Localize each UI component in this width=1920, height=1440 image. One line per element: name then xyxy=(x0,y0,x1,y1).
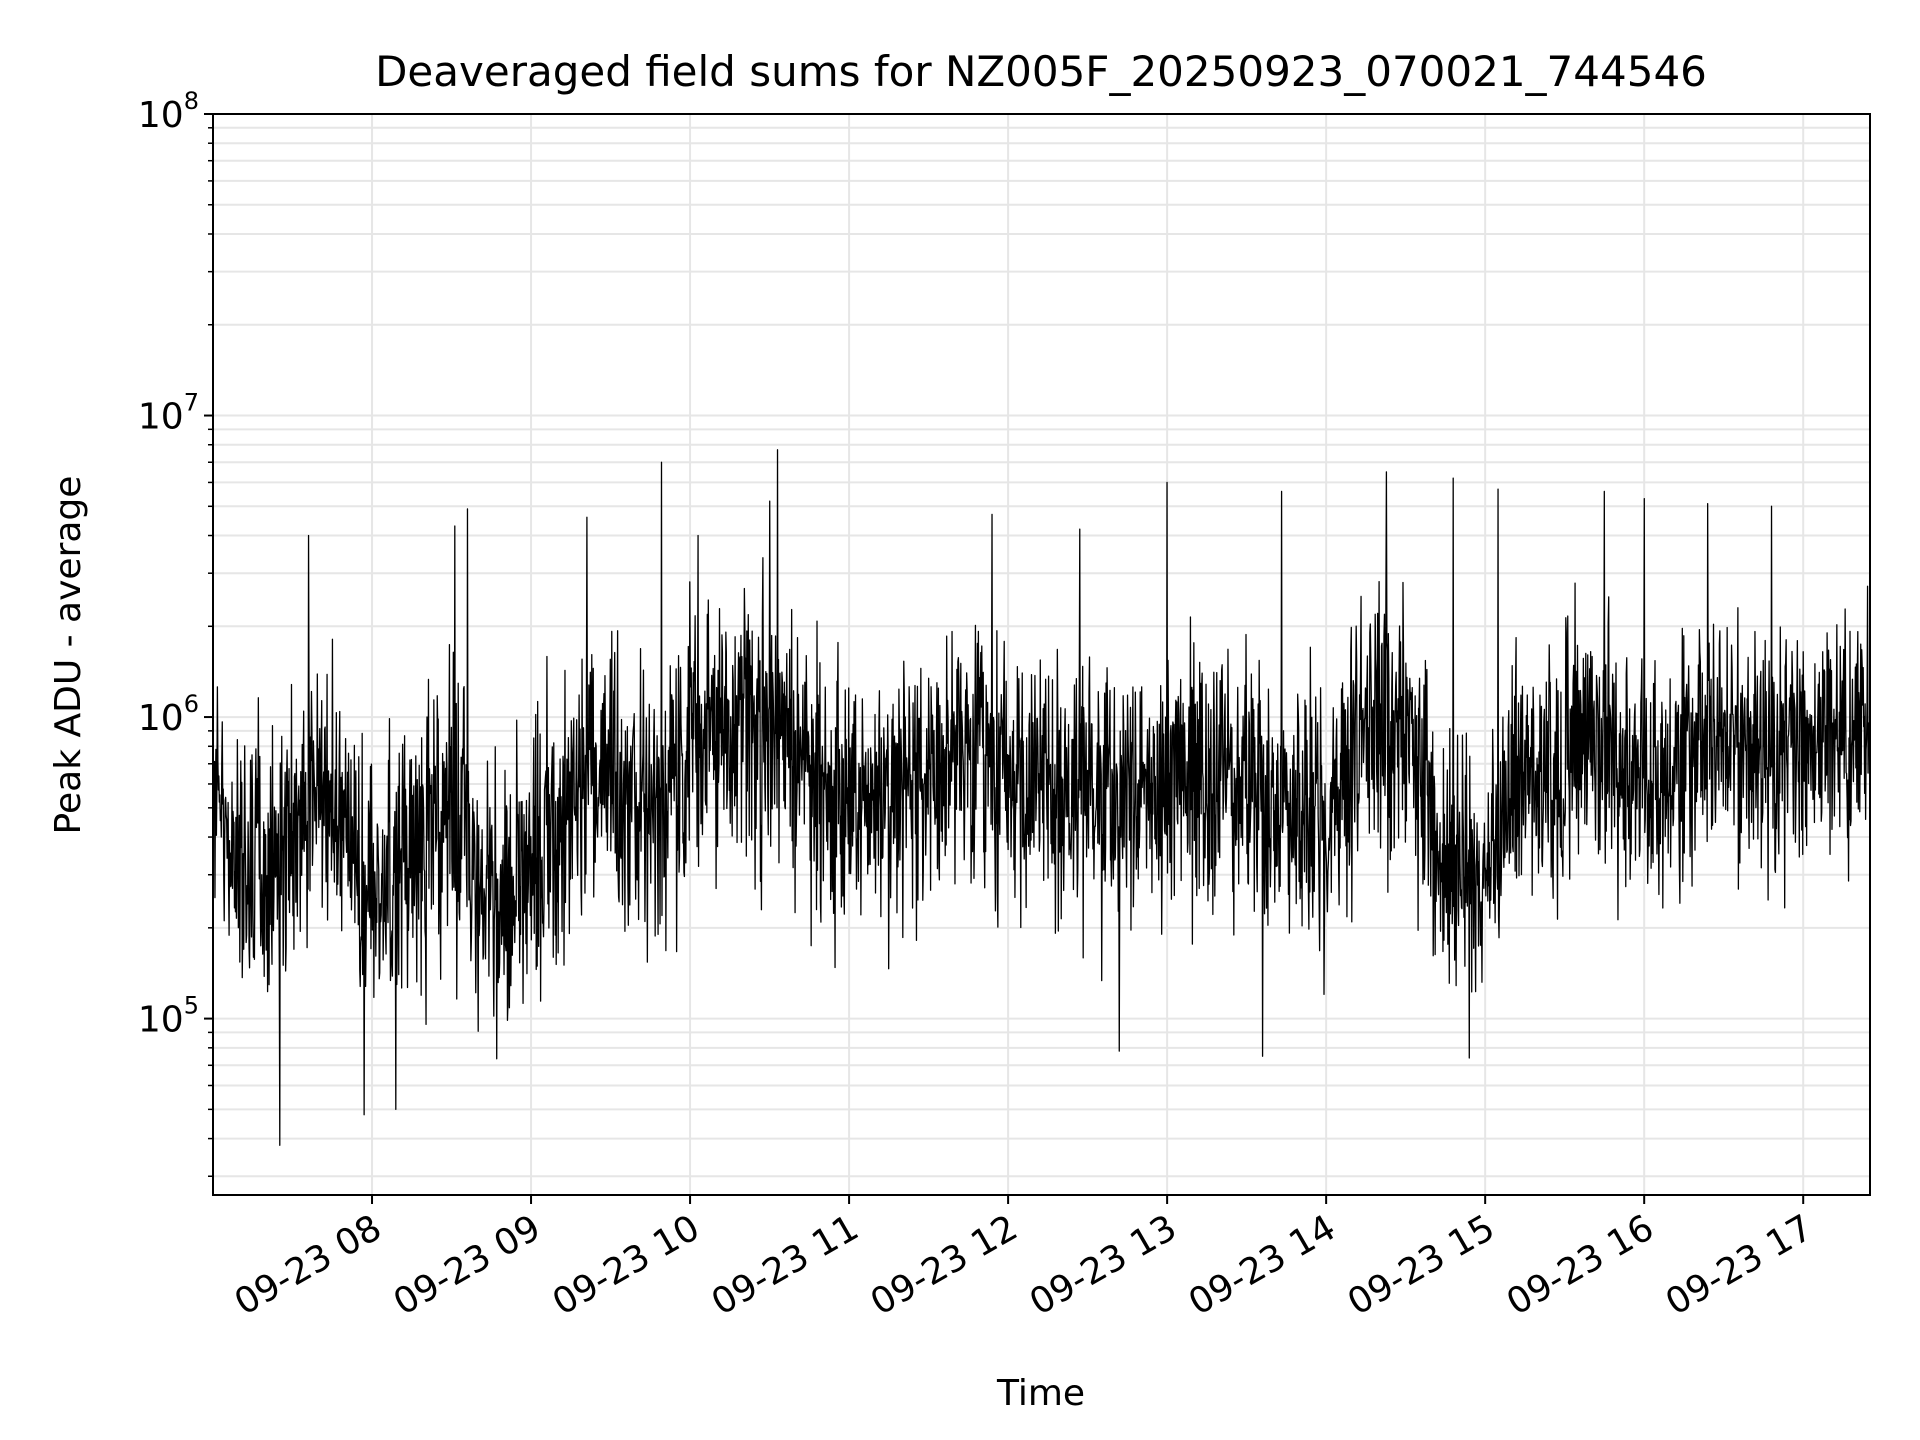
y-tick-label: 108 xyxy=(138,87,199,136)
y-axis-ticks: 105 106 107 108 xyxy=(138,87,213,1178)
plot-area xyxy=(212,113,1871,1196)
y-tick-label: 105 xyxy=(138,992,199,1041)
y-axis-label: Peak ADU - average xyxy=(48,476,89,835)
plot-frame xyxy=(212,113,1871,1196)
chart-title: Deaveraged field sums for NZ005F_2025092… xyxy=(375,47,1707,96)
y-tick-label: 106 xyxy=(138,690,199,739)
data-series xyxy=(212,449,1871,1146)
y-tick-label: 107 xyxy=(138,389,199,438)
x-axis-label: Time xyxy=(996,1373,1085,1414)
series-line-peak-adu xyxy=(212,449,1871,1146)
